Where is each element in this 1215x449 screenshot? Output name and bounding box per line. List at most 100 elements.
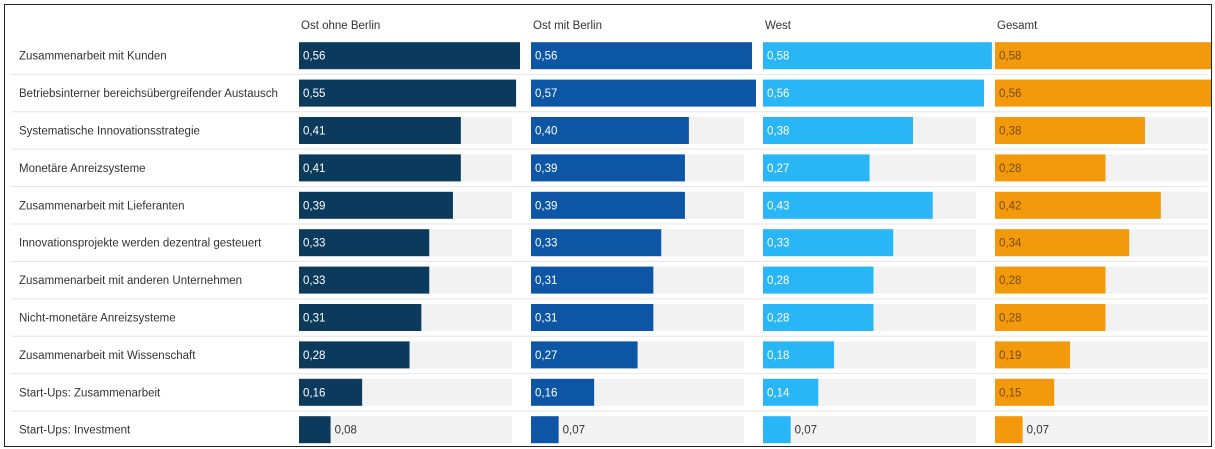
bar-value-label: 0,41 xyxy=(303,126,325,138)
bar xyxy=(299,117,461,144)
bar-value-label: 0,14 xyxy=(767,387,790,399)
bar xyxy=(531,79,756,107)
bar-value-label: 0,55 xyxy=(303,88,325,100)
bar xyxy=(995,154,1106,182)
bar-value-label: 0,57 xyxy=(535,88,557,100)
bar-value-label: 0,39 xyxy=(535,163,557,175)
bar-value-label: 0,58 xyxy=(767,51,789,63)
bar-value-label: 0,16 xyxy=(535,387,557,399)
category-label: Systematische Innovationsstrategie xyxy=(19,126,200,138)
bar-track xyxy=(531,416,744,444)
bar xyxy=(995,229,1130,257)
bar-value-label: 0,56 xyxy=(303,51,325,63)
category-label: Innovationsprojekte werden dezentral ges… xyxy=(19,238,262,250)
bar-value-label: 0,19 xyxy=(999,350,1021,362)
bar xyxy=(531,266,654,294)
category-label: Zusammenarbeit mit Wissenschaft xyxy=(19,350,196,362)
bar xyxy=(299,266,430,294)
bar xyxy=(995,304,1106,331)
bar xyxy=(531,117,689,144)
bar xyxy=(299,191,453,219)
bar-track xyxy=(763,416,976,444)
small-multiples-bar-chart: Zusammenarbeit mit Kunden Betriebsinterne… xyxy=(11,20,1211,444)
bar-value-label: 0,16 xyxy=(303,387,325,399)
bar-value-label: 0,38 xyxy=(999,126,1021,138)
bar-value-label: 0,31 xyxy=(535,313,557,325)
bar-track xyxy=(299,416,512,444)
bar-value-label: 0,07 xyxy=(795,425,817,437)
bar xyxy=(531,304,654,331)
bar xyxy=(531,42,753,70)
bar xyxy=(763,378,819,406)
bar-value-label: 0,42 xyxy=(999,200,1021,212)
bar xyxy=(763,117,913,144)
bar-value-label: 0,31 xyxy=(303,313,325,325)
bar xyxy=(299,416,331,444)
bar-value-label: 0,27 xyxy=(535,350,557,362)
bar xyxy=(995,42,1211,70)
series-header: Ost ohne Berlin xyxy=(301,20,380,32)
bar-value-label: 0,41 xyxy=(303,163,325,175)
bar xyxy=(299,229,430,257)
bar xyxy=(299,341,410,369)
category-label: Start-Ups: Zusammenarbeit xyxy=(19,387,161,399)
bar xyxy=(995,266,1106,294)
bar-value-label: 0,07 xyxy=(563,425,585,437)
bar-value-label: 0,28 xyxy=(767,313,789,325)
bar xyxy=(763,304,874,331)
bar-value-label: 0,33 xyxy=(535,238,557,250)
bar-value-label: 0,39 xyxy=(303,200,325,212)
category-label: Zusammenarbeit mit anderen Unternehmen xyxy=(19,275,242,287)
category-label: Zusammenarbeit mit Kunden xyxy=(19,51,167,63)
bar-value-label: 0,07 xyxy=(1027,425,1049,437)
series-header: Ost mit Berlin xyxy=(533,20,602,32)
bar xyxy=(531,191,685,219)
bar xyxy=(763,229,894,257)
bar xyxy=(763,191,933,219)
category-label: Betriebsinterner bereichsübergreifender … xyxy=(19,88,278,100)
bar-value-label: 0,18 xyxy=(767,350,789,362)
bar xyxy=(763,266,874,294)
bar-value-label: 0,31 xyxy=(535,275,557,287)
bar xyxy=(995,191,1161,219)
bar-value-label: 0,28 xyxy=(767,275,789,287)
bar-value-label: 0,34 xyxy=(999,238,1022,250)
bar xyxy=(531,378,595,406)
bar-value-label: 0,28 xyxy=(999,163,1021,175)
bar-value-label: 0,33 xyxy=(767,238,789,250)
series-header: Gesamt xyxy=(997,20,1038,32)
bar xyxy=(995,79,1211,107)
bar-value-label: 0,28 xyxy=(999,313,1021,325)
bar-value-label: 0,33 xyxy=(303,275,325,287)
bar xyxy=(763,154,870,182)
bar xyxy=(995,416,1023,444)
bar-value-label: 0,08 xyxy=(335,425,357,437)
bar xyxy=(299,42,521,70)
bar xyxy=(763,79,985,107)
bar-value-label: 0,56 xyxy=(999,88,1021,100)
bar xyxy=(531,341,638,369)
bar-value-label: 0,43 xyxy=(767,200,789,212)
bar-value-label: 0,40 xyxy=(535,126,557,138)
bar-value-label: 0,58 xyxy=(999,51,1021,63)
bar xyxy=(763,416,791,444)
bar-value-label: 0,33 xyxy=(303,238,325,250)
bar-value-label: 0,56 xyxy=(535,51,557,63)
bar xyxy=(995,341,1070,369)
bar-track xyxy=(995,416,1208,444)
bar xyxy=(995,378,1055,406)
bar xyxy=(763,42,992,70)
bar xyxy=(531,229,662,257)
bar xyxy=(299,378,363,406)
bar xyxy=(531,416,559,444)
bar xyxy=(299,154,461,182)
bar-value-label: 0,27 xyxy=(767,163,789,175)
bar-value-label: 0,56 xyxy=(767,88,789,100)
bar xyxy=(299,304,422,331)
category-label: Monetäre Anreizsysteme xyxy=(19,163,146,175)
bar-value-label: 0,38 xyxy=(767,126,789,138)
bar-value-label: 0,15 xyxy=(999,387,1021,399)
bar xyxy=(995,117,1145,144)
bar-value-label: 0,39 xyxy=(535,200,557,212)
category-label: Nicht-monetäre Anreizsysteme xyxy=(19,313,176,325)
